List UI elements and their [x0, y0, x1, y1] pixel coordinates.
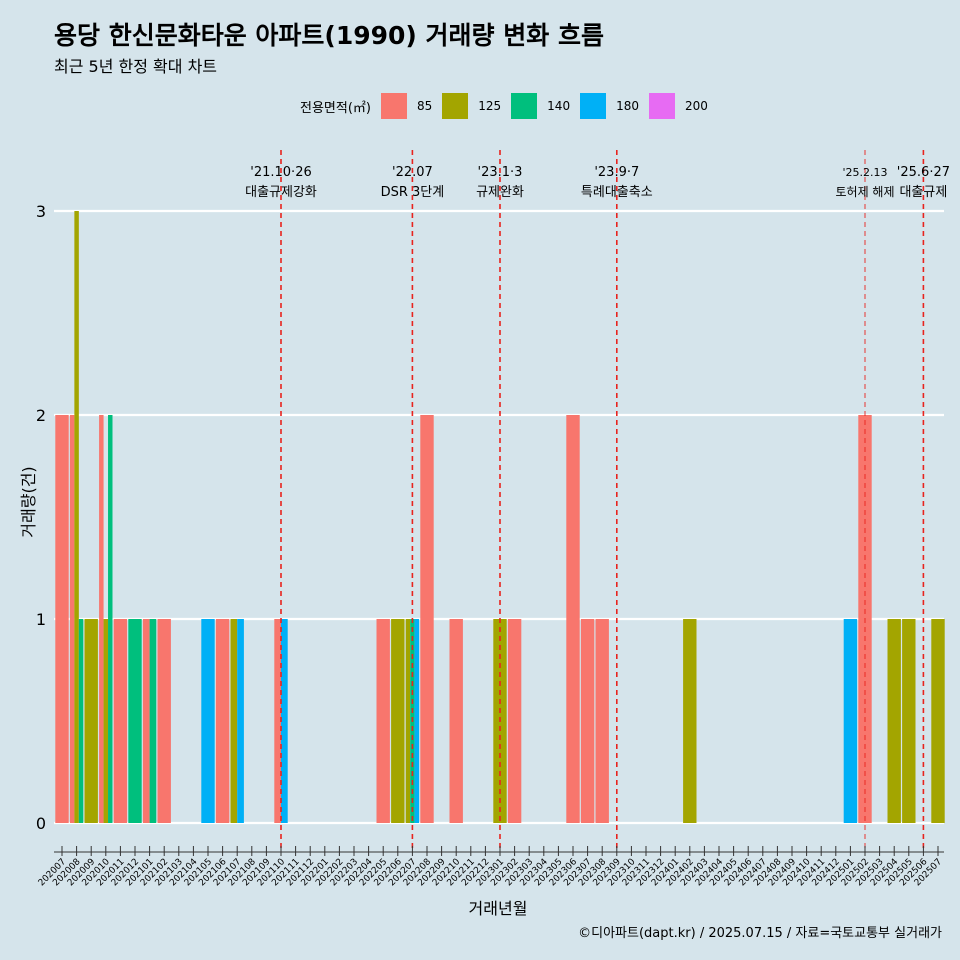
- bar-202504-125: [887, 619, 901, 823]
- legend-label-200: 200: [684, 99, 708, 113]
- legend-key-125: [442, 93, 469, 119]
- event-label-0: 대출규제강화: [245, 185, 317, 200]
- legend-title: 전용면적(㎡): [300, 100, 371, 116]
- bar-202308-85: [595, 619, 609, 823]
- bar-202009-125: [84, 619, 98, 823]
- y-tick-label: 0: [36, 814, 46, 833]
- bar-202210-85: [449, 619, 463, 823]
- bar-202101-140: [149, 619, 157, 823]
- event-label-3: 특례대출축소: [581, 185, 653, 200]
- y-tick-label: 3: [36, 202, 46, 221]
- bar-202107-180: [237, 619, 244, 823]
- bar-202101-85: [142, 619, 150, 823]
- y-axis: 0 1 2 3: [36, 202, 46, 833]
- bar-202007-85: [55, 415, 69, 823]
- bar-202306-85: [566, 415, 580, 823]
- bar-202012-140: [128, 619, 142, 823]
- legend-item-85: 85: [380, 93, 433, 119]
- legend-item-180: 180: [580, 93, 639, 119]
- legend-item-140: 140: [511, 93, 570, 119]
- chart-subtitle: 최근 5년 한정 확대 차트: [54, 57, 218, 76]
- bar-202102-85: [157, 619, 171, 823]
- bar-202505-125: [902, 619, 916, 823]
- event-label-4: 토허제 해제: [835, 185, 894, 199]
- bar-202010-140: [108, 415, 113, 823]
- event-date-1: '22.07: [392, 165, 433, 180]
- event-label-1: DSR 3단계: [381, 185, 445, 200]
- bar-202402-125: [683, 619, 697, 823]
- bar-202010-85: [99, 415, 104, 823]
- x-axis: 2020072020082020092020102020112020122021…: [37, 846, 944, 888]
- bar-202008-85: [69, 415, 75, 823]
- bars: [55, 211, 945, 823]
- bar-202105-180: [201, 619, 215, 823]
- bar-202107-125: [230, 619, 238, 823]
- legend-label-85: 85: [416, 99, 433, 113]
- event-label-5: 대출규제: [899, 185, 947, 200]
- event-date-3: '23.9·7: [594, 165, 639, 180]
- event-date-4: '25.2.13: [842, 166, 887, 179]
- legend-key-200: [648, 93, 675, 119]
- bar-202205-85: [376, 619, 390, 823]
- y-tick-label: 1: [36, 610, 46, 629]
- bar-202501-180: [843, 619, 858, 823]
- legend-label-180: 180: [616, 99, 639, 113]
- bar-202110-85: [274, 619, 281, 823]
- legend: 전용면적(㎡) 85 125 140 180 200: [300, 93, 718, 119]
- legend-item-125: 125: [442, 93, 501, 119]
- bar-202207-125: [405, 619, 411, 823]
- legend-key-180: [580, 93, 607, 119]
- bar-202206-125: [391, 619, 405, 823]
- chart-title: 용당 한신문화타운 아파트(1990) 거래량 변화 흐름: [54, 21, 604, 50]
- y-tick-label: 2: [36, 406, 46, 425]
- legend-key-140: [511, 93, 538, 119]
- y-axis-title: 거래량(건): [19, 466, 38, 537]
- bar-202010-125: [103, 619, 109, 823]
- bar-202008-140: [78, 619, 84, 823]
- caption: ©디아파트(dapt.kr) / 2025.07.15 / 자료=국토교통부 실…: [578, 926, 942, 941]
- bar-202302-85: [507, 619, 522, 823]
- x-axis-title: 거래년월: [469, 899, 528, 918]
- bar-202207-180: [414, 619, 420, 823]
- bar-202307-85: [580, 619, 595, 823]
- bar-202110-180: [281, 619, 288, 823]
- bar-202507-125: [931, 619, 945, 823]
- bar-202208-85: [420, 415, 434, 823]
- bar-202106-85: [215, 619, 230, 823]
- event-date-0: '21.10·26: [250, 165, 311, 180]
- legend-label-140: 140: [547, 99, 571, 113]
- legend-label-125: 125: [478, 99, 502, 113]
- event-label-2: 규제완화: [476, 185, 524, 200]
- legend-item-200: 200: [648, 93, 708, 119]
- event-date-2: '23.1·3: [478, 165, 523, 180]
- event-date-5: '25.6·27: [897, 165, 950, 180]
- legend-key-85: [380, 93, 407, 119]
- event-annotations: '21.10·26 대출규제강화 '22.07 DSR 3단계 '23.1·3 규제완화 '…: [245, 165, 950, 200]
- bar-202011-85: [113, 619, 128, 823]
- bar-202008-125: [74, 211, 79, 823]
